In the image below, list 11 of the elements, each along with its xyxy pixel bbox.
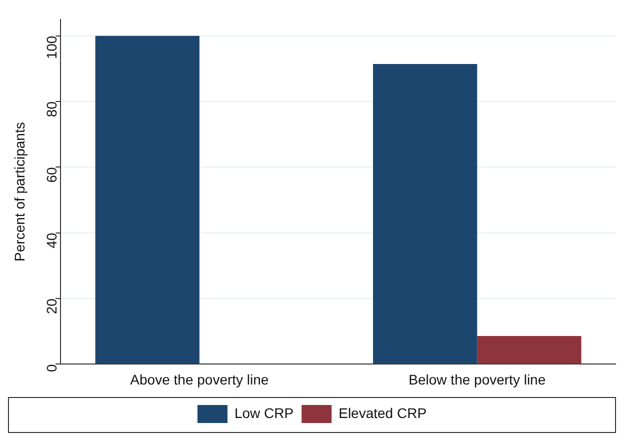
y-tick-label: 40 [43, 232, 60, 248]
y-tick-label: 60 [43, 166, 60, 183]
legend-label: Elevated CRP [338, 404, 427, 421]
y-axis-title: Percent of participants [11, 122, 28, 262]
y-tick-label: 0 [43, 364, 60, 372]
y-tick-label: 20 [43, 298, 60, 314]
legend-label: Low CRP [234, 404, 294, 421]
x-tick-label: Above the poverty line [130, 371, 269, 388]
y-tick-label: 80 [43, 101, 60, 118]
y-tick-label: 100 [43, 36, 60, 60]
x-tick-label: Below the poverty line [408, 371, 546, 388]
